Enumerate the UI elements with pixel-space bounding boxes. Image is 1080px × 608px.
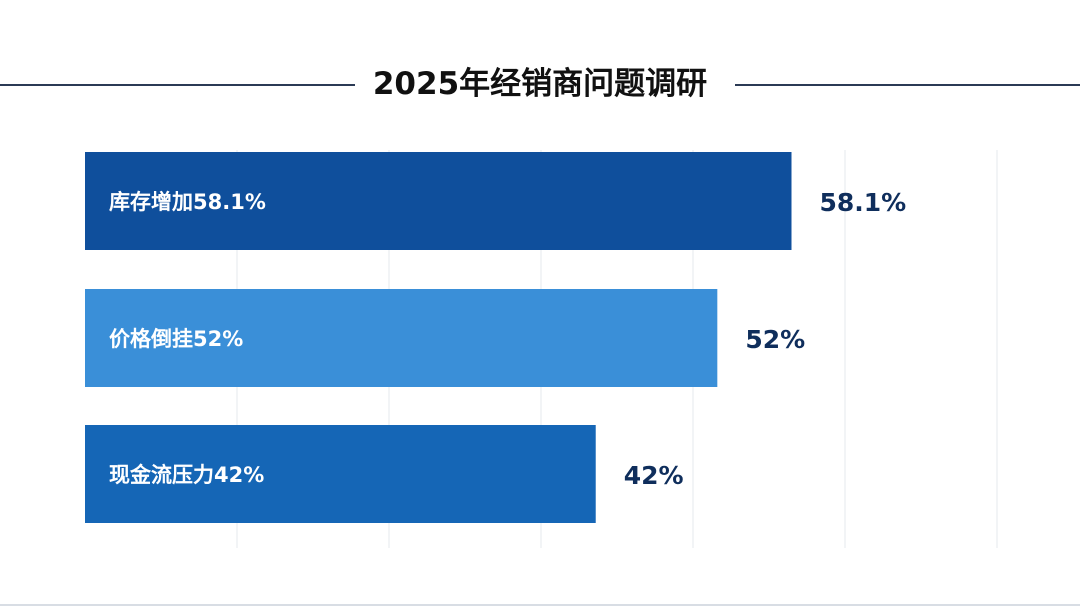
chart-title-wrap: 2025年经销商问题调研 <box>0 62 1080 106</box>
chart-title: 2025年经销商问题调研 <box>358 66 722 102</box>
bar-category-label: 库存增加58.1% <box>109 190 266 214</box>
bar-category-label: 价格倒挂52% <box>109 327 243 351</box>
title-rule-right <box>735 84 1080 86</box>
bar-1 <box>85 152 792 250</box>
bottom-rule <box>0 604 1080 606</box>
bar-value-label: 58.1% <box>819 188 906 217</box>
bar-2 <box>85 289 718 387</box>
title-rule-left <box>0 84 355 86</box>
bar-value-label: 42% <box>624 461 684 490</box>
bar-value-label: 52% <box>745 325 805 354</box>
bar-3 <box>85 425 596 523</box>
bar-category-label: 现金流压力42% <box>109 463 264 487</box>
